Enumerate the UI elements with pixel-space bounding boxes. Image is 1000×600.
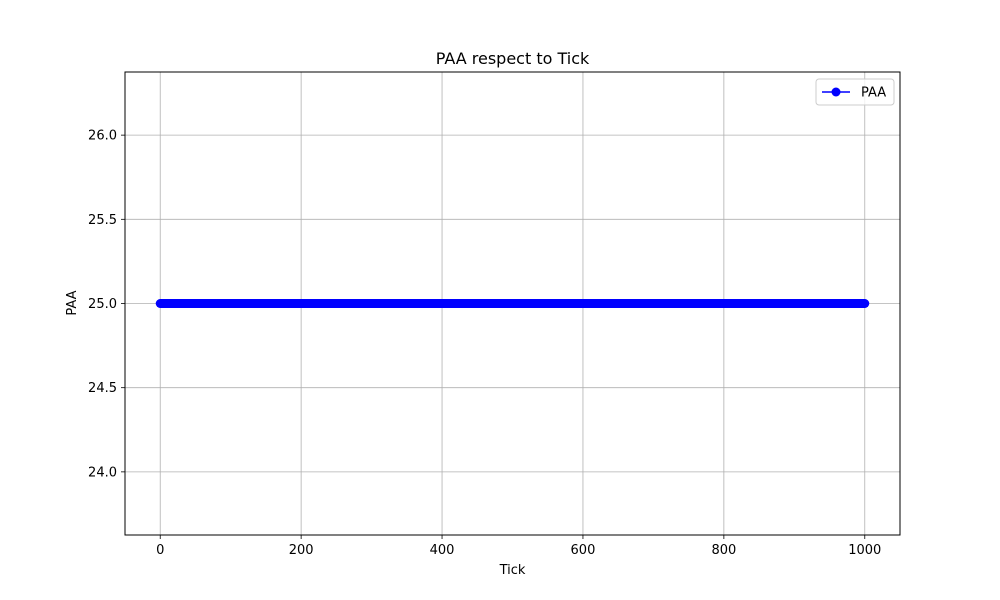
x-tick-label: 600 — [571, 543, 596, 558]
x-tick-label: 0 — [156, 543, 164, 558]
legend-marker-swatch — [831, 87, 841, 97]
x-tick-label: 1000 — [848, 543, 881, 558]
chart-title: PAA respect to Tick — [436, 49, 590, 68]
y-tick-label: 26.0 — [88, 129, 117, 144]
series-paa — [155, 299, 870, 308]
y-axis-ticks: 24.0 24.5 25.0 25.5 26.0 — [88, 129, 125, 480]
y-tick-label: 24.5 — [88, 381, 117, 396]
legend-box — [815, 78, 895, 106]
legend: PAA — [815, 78, 895, 106]
series-markers-paa — [155, 299, 870, 308]
x-tick-label: 200 — [289, 543, 314, 558]
x-axis-ticks: 0 200 400 600 800 1000 — [156, 535, 881, 558]
y-tick-label: 25.5 — [88, 213, 117, 228]
legend-label-paa: PAA — [861, 86, 886, 101]
data-point-marker — [860, 299, 870, 308]
x-tick-label: 800 — [711, 543, 736, 558]
y-tick-label: 24.0 — [88, 465, 117, 480]
x-axis-title: Tick — [499, 563, 526, 578]
y-axis-title: PAA — [65, 290, 80, 315]
x-tick-label: 400 — [430, 543, 455, 558]
y-tick-label: 25.0 — [88, 297, 117, 312]
